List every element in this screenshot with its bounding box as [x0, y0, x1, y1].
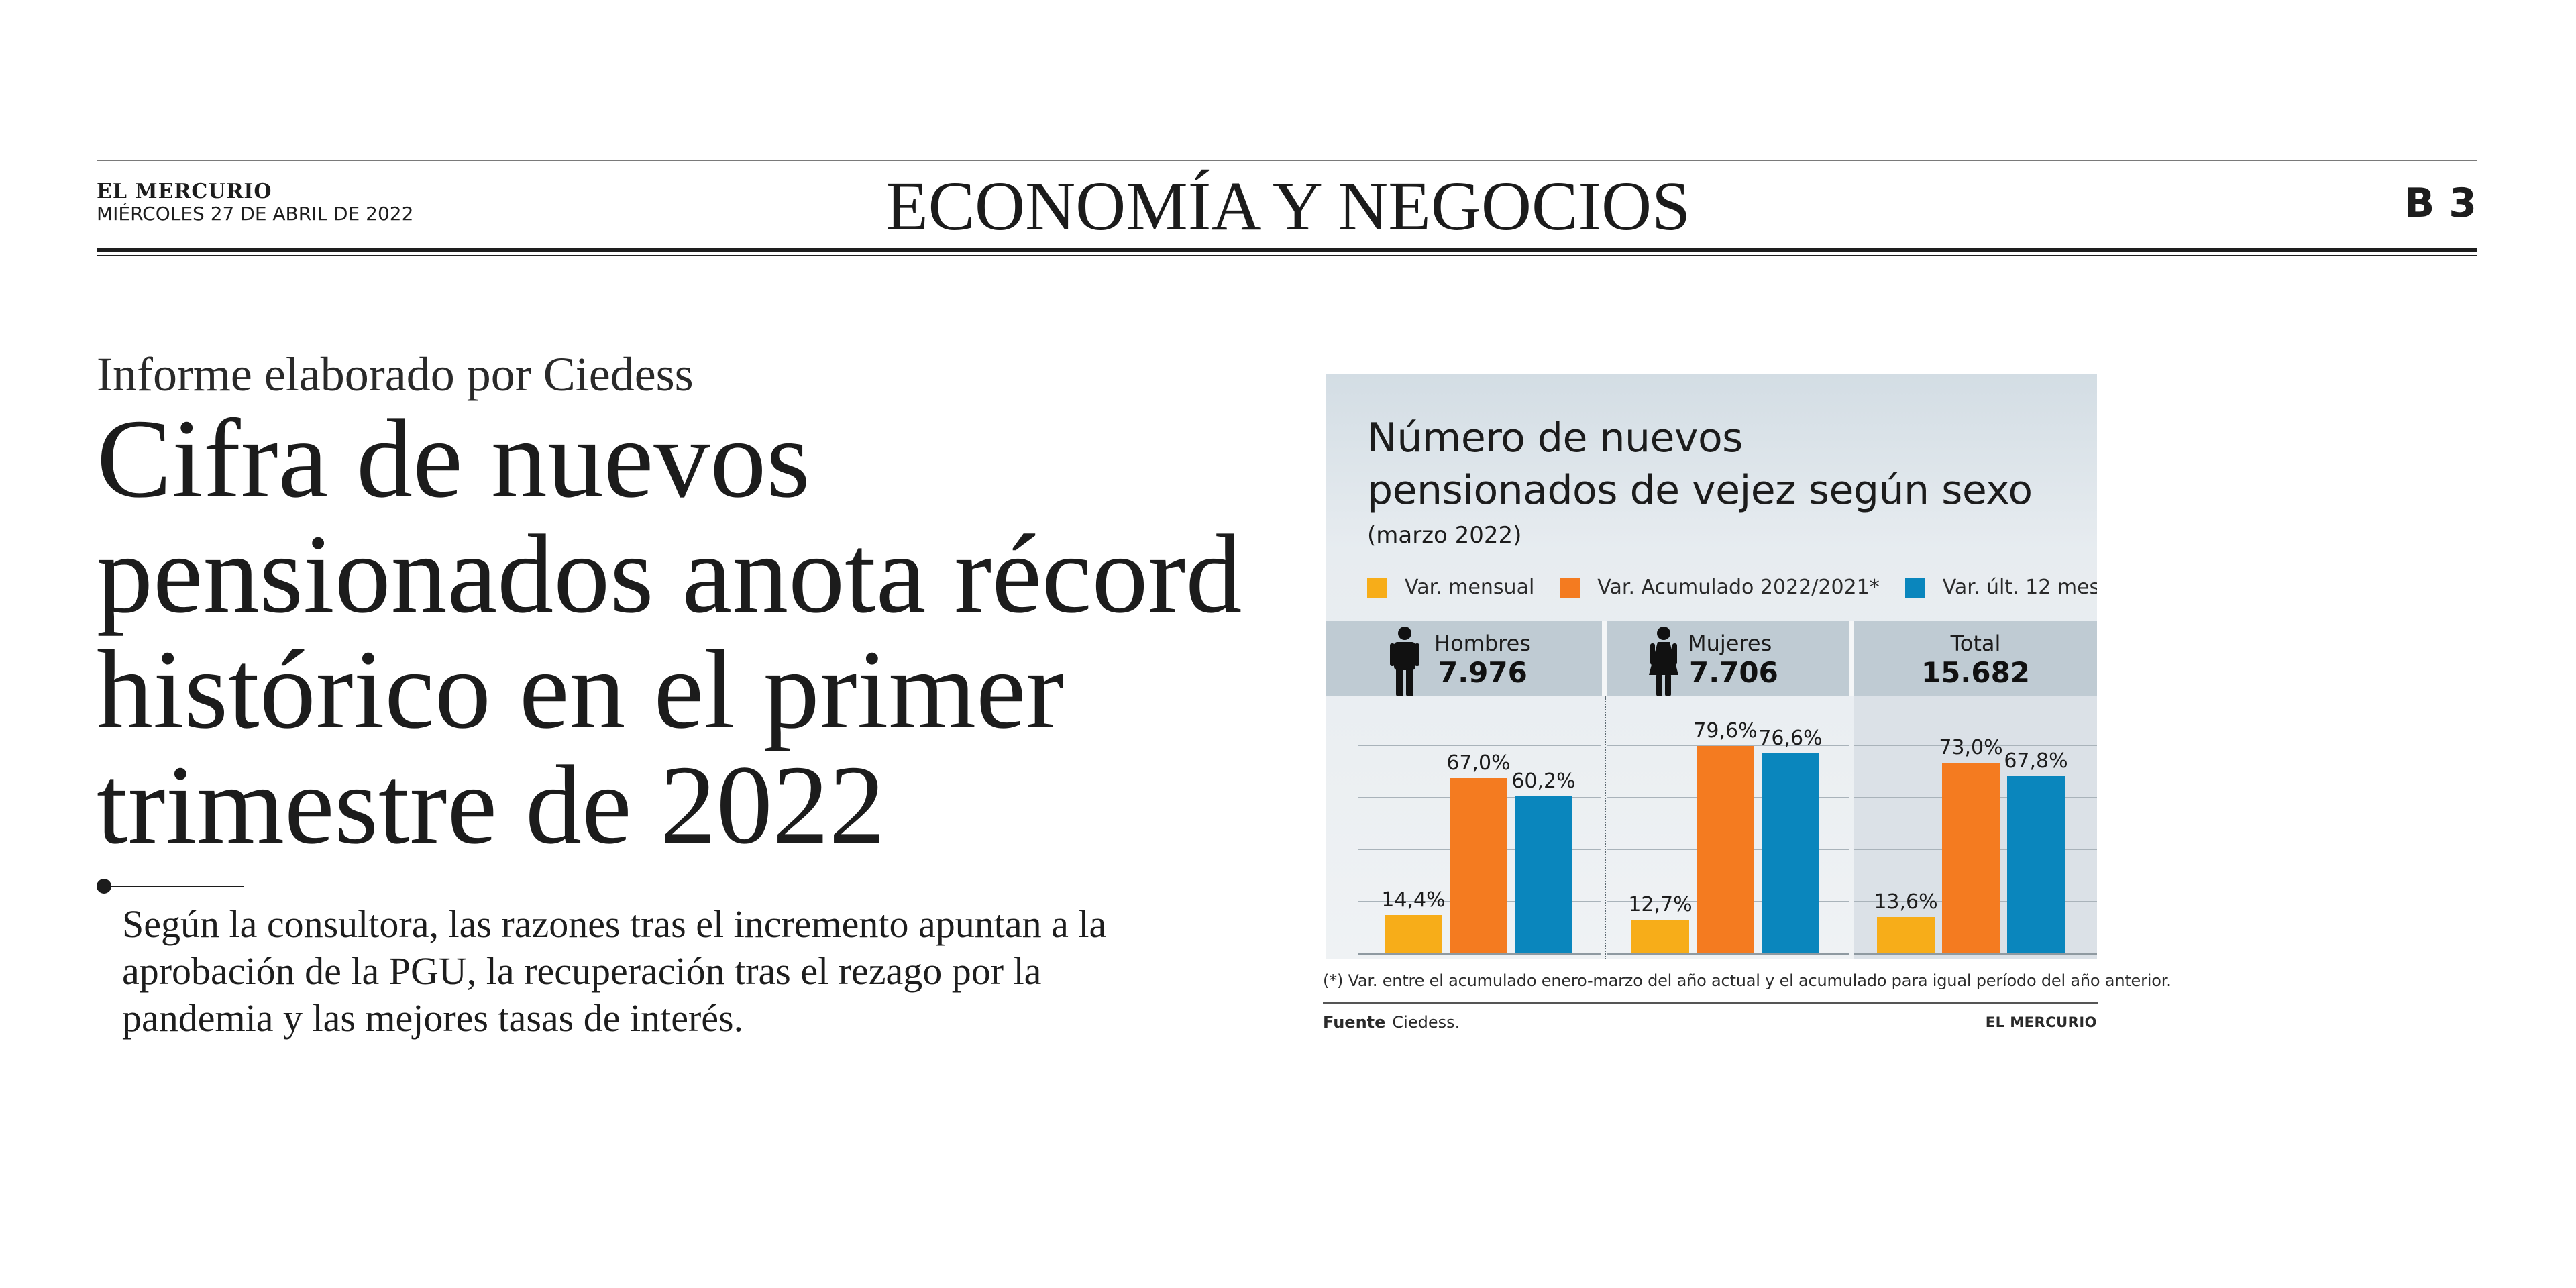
deck-bullet-line: [107, 885, 244, 887]
legend-swatch-acumulado: [1560, 577, 1580, 598]
masthead-top-rule: [97, 160, 2477, 161]
legend-item-mensual: Var. mensual: [1367, 576, 1534, 599]
publication-date: MIÉRCOLES 27 DE ABRIL DE 2022: [97, 203, 414, 225]
bar-chart-plot: 14,4% 67,0% 60,2% 12,7% 79,6% 76,6% 13,6% 73,0%…: [1326, 374, 2097, 959]
chart-legend: Var. mensual Var. Acumulado 2022/2021* V…: [1367, 576, 2097, 599]
bar-value-label: 73,0%: [1939, 736, 2003, 759]
panel-divider-dotted: [1605, 696, 1606, 959]
panel-name-mujeres: Mujeres: [1688, 631, 1772, 656]
bar-mujeres-2: [1762, 753, 1819, 953]
panel-header-mujeres: [1607, 621, 1849, 696]
newspaper-name: EL MERCURIO: [97, 180, 272, 203]
bar-total-0: [1877, 917, 1935, 953]
chart-gridline: [1854, 745, 2097, 746]
panel-total-total: 15.682: [1921, 656, 2031, 689]
infographic-subtitle: (marzo 2022): [1367, 522, 1522, 549]
source-label: Fuente: [1323, 1013, 1386, 1032]
bar-hombres-2: [1515, 796, 1572, 953]
infographic-footnote: (*) Var. entre el acumulado enero-marzo …: [1323, 971, 2171, 990]
footnote-rule: [1323, 1002, 2098, 1004]
bar-value-label: 14,4%: [1381, 888, 1446, 912]
legend-label: Var. mensual: [1405, 576, 1535, 599]
legend-label: Var. Acumulado 2022/2021*: [1597, 576, 1880, 599]
legend-item-ult12: Var. últ. 12 meses: [1904, 576, 2097, 599]
legend-swatch-ult12: [1904, 577, 1925, 598]
panel-name-total: Total: [1950, 631, 2001, 656]
article-deck: Según la consultora, las razones tras el…: [122, 901, 1289, 1042]
bar-value-label: 76,6%: [1758, 727, 1823, 750]
bar-total-1: [1942, 763, 2000, 953]
bar-value-label: 13,6%: [1874, 890, 1938, 914]
chart-gridline: [1607, 745, 1849, 746]
article-headline: Cifra de nuevos pensionados anota récord…: [97, 401, 1264, 863]
bar-value-label: 79,6%: [1693, 719, 1758, 743]
legend-label: Var. últ. 12 meses: [1942, 576, 2097, 599]
headline-line: histórico en el primer: [97, 627, 1064, 752]
man-icon: [1390, 627, 1419, 696]
headline-line: Cifra de nuevos: [97, 396, 810, 521]
deck-line: pandemia y las mejores tasas de interés.: [122, 996, 744, 1040]
headline-line: pensionados anota récord: [97, 512, 1242, 637]
infographic-title-line: pensionados de vejez según sexo: [1367, 467, 2033, 514]
page-number: B 3: [2404, 180, 2477, 227]
chart-baseline: [1358, 953, 1601, 955]
chart-baseline: [1854, 953, 2097, 955]
bar-hombres-1: [1450, 778, 1507, 953]
bar-value-label: 12,7%: [1628, 893, 1693, 916]
bar-mujeres-0: [1631, 920, 1689, 953]
infographic-title: Número de nuevos pensionados de vejez se…: [1367, 412, 2078, 517]
source-value: Ciedess.: [1392, 1013, 1460, 1032]
woman-icon: [1649, 627, 1678, 696]
panel-separator: [1602, 621, 1607, 696]
legend-swatch-mensual: [1367, 577, 1387, 598]
panel-header-total: [1854, 621, 2097, 696]
bar-value-label: 67,0%: [1446, 751, 1511, 775]
deck-line: Según la consultora, las razones tras el…: [122, 902, 1107, 946]
panel-separator: [1849, 621, 1854, 696]
legend-item-acumulado: Var. Acumulado 2022/2021*: [1560, 576, 1880, 599]
article-kicker: Informe elaborado por Ciedess: [97, 347, 694, 401]
chart-baseline: [1607, 953, 1849, 955]
bar-hombres-0: [1385, 915, 1442, 953]
panel-name-hombres: Hombres: [1434, 631, 1531, 656]
masthead-bottom-rule: [97, 248, 2477, 252]
deck-bullet-dot: [97, 879, 111, 894]
section-title: ECONOMÍA Y NEGOCIOS: [885, 168, 1690, 245]
infographic-title-line: Número de nuevos: [1367, 415, 1743, 462]
deck-line: aprobación de la PGU, la recuperación tr…: [122, 949, 1042, 993]
panel-total-mujeres: 7.706: [1689, 656, 1778, 689]
bar-total-2: [2007, 776, 2065, 953]
bar-mujeres-1: [1697, 746, 1754, 953]
chart-gridline: [1358, 745, 1601, 746]
infographic-source: Fuente Ciedess.: [1323, 1013, 1460, 1032]
bar-value-label: 60,2%: [1511, 769, 1576, 793]
bar-value-label: 67,8%: [2004, 749, 2068, 773]
headline-line: trimestre de 2022: [97, 743, 885, 867]
infographic-credit: EL MERCURIO: [1985, 1014, 2097, 1030]
panel-total-hombres: 7.976: [1438, 656, 1527, 689]
masthead-bottom-rule-thin: [97, 255, 2477, 256]
infographic: Número de nuevos pensionados de vejez se…: [1326, 374, 2097, 959]
panel-header-hombres: [1326, 621, 1602, 696]
